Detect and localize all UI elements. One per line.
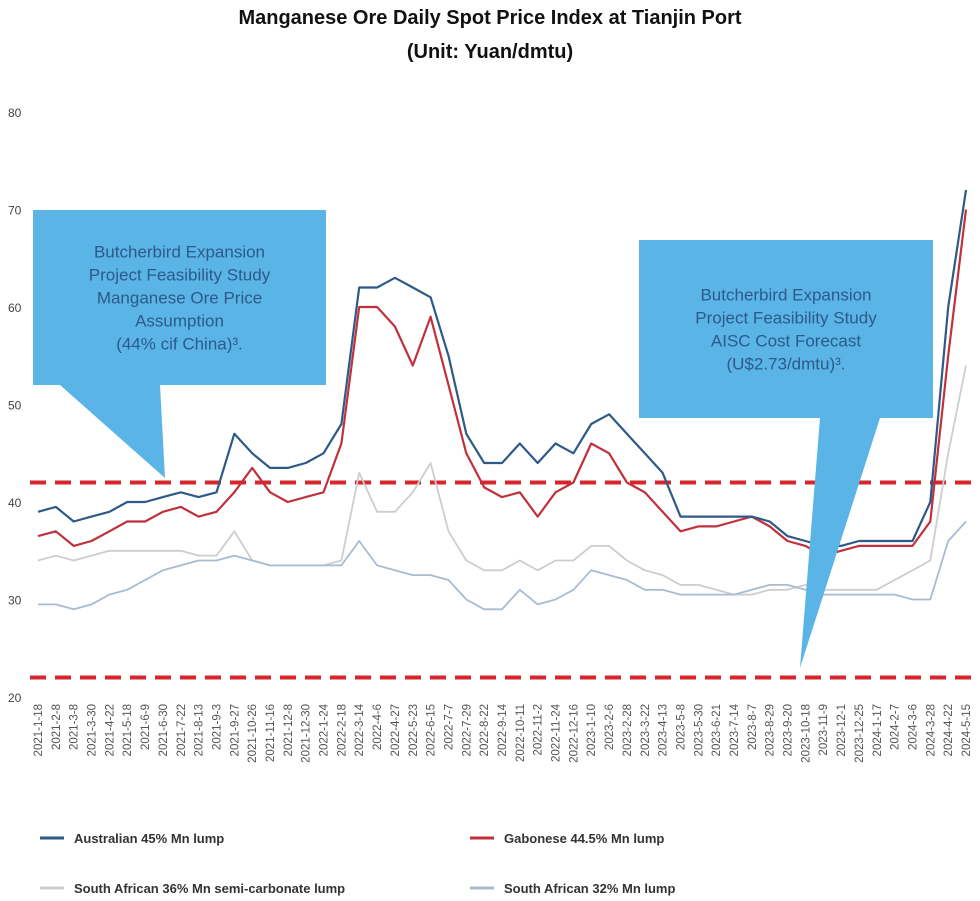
x-tick-label: 2023-2-6 (604, 704, 616, 750)
callout-box (639, 240, 933, 668)
y-tick-label: 80 (8, 106, 22, 120)
x-tick-label: 2021-10-26 (247, 704, 259, 763)
x-tick-label: 2021-8-13 (194, 704, 206, 756)
legend-item-3: South African 32% Mn lump (470, 881, 675, 896)
x-tick-label: 2022-4-6 (372, 704, 384, 750)
x-tick-label: 2021-6-9 (140, 704, 152, 750)
x-tick-label: 2022-4-27 (390, 704, 402, 756)
y-tick-label: 40 (8, 496, 22, 510)
x-tick-label: 2023-5-30 (693, 704, 705, 756)
x-tick-label: 2021-6-30 (158, 704, 170, 756)
x-tick-label: 2022-10-11 (515, 704, 527, 762)
legend-item-0: Australian 45% Mn lump (40, 831, 224, 846)
x-tick-label: 2021-4-22 (104, 704, 116, 756)
callout-text: AISC Cost Forecast (711, 332, 861, 351)
x-tick-label: 2023-3-22 (640, 704, 652, 756)
x-tick-label: 2023-7-14 (729, 703, 741, 756)
x-tick-label: 2024-4-22 (943, 704, 955, 756)
x-tick-label: 2021-1-18 (33, 704, 45, 756)
x-tick-label: 2021-11-16 (265, 704, 277, 762)
x-tick-label: 2022-11-24 (551, 703, 563, 762)
x-tick-label: 2022-1-24 (319, 703, 331, 756)
y-tick-label: 20 (8, 691, 22, 705)
callout-text: (44% cif China)³. (116, 335, 243, 354)
x-tick-label: 2024-5-15 (961, 704, 973, 756)
x-tick-label: 2021-12-30 (301, 704, 313, 763)
x-tick-label: 2023-11-9 (818, 704, 830, 756)
x-tick-label: 2021-3-30 (87, 704, 99, 756)
y-tick-label: 30 (8, 594, 22, 608)
callout-text: Manganese Ore Price (97, 289, 262, 308)
legend-label: Gabonese 44.5% Mn lump (504, 831, 664, 846)
x-tick-label: 2022-8-22 (479, 704, 491, 756)
x-tick-label: 2023-5-8 (675, 704, 687, 750)
x-tick-label: 2022-11-2 (533, 704, 545, 756)
x-tick-label: 2024-1-17 (872, 704, 884, 756)
y-tick-label: 70 (8, 204, 22, 218)
x-tick-label: 2024-3-6 (907, 704, 919, 750)
chart-subtitle: (Unit: Yuan/dmtu) (407, 41, 573, 63)
x-tick-label: 2023-6-21 (711, 704, 723, 756)
x-tick-label: 2023-1-10 (586, 704, 598, 756)
x-tick-label: 2024-3-28 (925, 704, 937, 756)
callout-text: Project Feasibility Study (695, 309, 877, 328)
x-tick-label: 2024-2-7 (890, 704, 902, 750)
x-tick-label: 2022-7-29 (461, 704, 473, 756)
x-tick-label: 2022-9-14 (497, 703, 509, 756)
callout-box (33, 210, 326, 478)
legend-label: South African 32% Mn lump (504, 881, 675, 896)
x-tick-label: 2021-2-8 (51, 704, 63, 750)
x-tick-label: 2023-10-18 (800, 704, 812, 763)
x-tick-label: 2021-12-8 (283, 704, 295, 756)
x-tick-label: 2022-5-23 (408, 704, 420, 756)
x-tick-label: 2023-2-28 (622, 704, 634, 756)
callout-text: Assumption (135, 312, 224, 331)
x-tick-label: 2022-3-14 (354, 703, 366, 756)
x-tick-label: 2021-9-3 (211, 704, 223, 750)
x-tick-label: 2022-12-16 (568, 704, 580, 763)
x-tick-label: 2021-9-27 (229, 704, 241, 756)
legend-item-2: South African 36% Mn semi-carbonate lump (40, 881, 345, 896)
legend-label: South African 36% Mn semi-carbonate lump (74, 881, 345, 896)
legend-item-1: Gabonese 44.5% Mn lump (470, 831, 664, 846)
x-tick-label: 2023-8-29 (765, 704, 777, 756)
x-tick-label: 2022-6-15 (426, 704, 438, 756)
x-tick-label: 2022-2-18 (336, 704, 348, 756)
x-tick-label: 2021-3-8 (69, 704, 81, 750)
x-tick-label: 2023-12-1 (836, 704, 848, 756)
x-tick-label: 2021-7-22 (176, 704, 188, 756)
legend-label: Australian 45% Mn lump (74, 831, 224, 846)
x-tick-label: 2023-9-20 (783, 704, 795, 756)
y-tick-label: 60 (8, 301, 22, 315)
callout-text: Butcherbird Expansion (94, 243, 265, 262)
callout-0: Butcherbird Expansion Project Feasibility… (33, 210, 326, 478)
chart-title: Manganese Ore Daily Spot Price Index at … (238, 7, 741, 29)
x-tick-label: 2023-8-7 (747, 704, 759, 750)
y-tick-label: 50 (8, 399, 22, 413)
x-tick-label: 2023-12-25 (854, 704, 866, 763)
callout-text: Project Feasibility Study (89, 266, 271, 285)
callout-text: Butcherbird Expansion (700, 286, 871, 305)
x-tick-label: 2021-5-18 (122, 704, 134, 756)
callout-text: (U$2.73/dmtu)³. (726, 355, 845, 374)
callout-1: Butcherbird Expansion Project Feasibility… (639, 240, 933, 668)
x-tick-label: 2022-7-7 (443, 704, 455, 750)
x-tick-label: 2023-4-13 (658, 704, 670, 756)
